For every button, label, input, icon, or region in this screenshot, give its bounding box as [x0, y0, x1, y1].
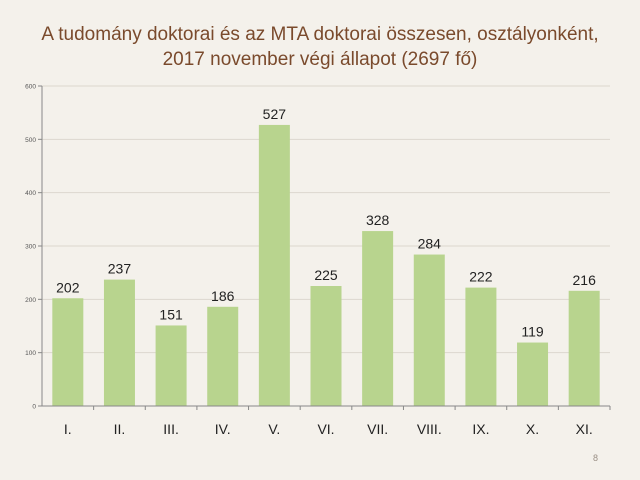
- x-tick-label: I.: [64, 421, 72, 437]
- data-label: 216: [573, 272, 597, 288]
- bar: [52, 298, 84, 406]
- data-label: 328: [366, 212, 390, 228]
- data-label: 527: [263, 106, 287, 122]
- bar: [103, 279, 135, 406]
- bar: [568, 290, 600, 406]
- x-tick-label: VII.: [367, 421, 388, 437]
- bars: [52, 124, 600, 406]
- data-label: 202: [56, 279, 80, 295]
- chart-title: A tudomány doktorai és az MTA doktorai ö…: [0, 22, 640, 72]
- x-tick-label: XI.: [576, 421, 593, 437]
- data-label: 225: [314, 267, 338, 283]
- page-number: 8: [593, 453, 599, 463]
- chart-title-line-2: 2017 november végi állapot (2697 fő): [162, 49, 478, 70]
- x-tick-label: IX.: [472, 421, 489, 437]
- axes: [38, 85, 611, 410]
- data-label: 237: [108, 261, 132, 277]
- x-tick-label: III.: [163, 421, 179, 437]
- x-tick-label: VI.: [317, 421, 334, 437]
- y-tick-label: 400: [25, 190, 36, 197]
- chart-title-line-1: A tudomány doktorai és az MTA doktorai ö…: [41, 24, 599, 45]
- labels: 0 100 200 300 400 500 600 202 I. 237 II. 151 III. 186…: [25, 84, 596, 438]
- bar: [413, 254, 445, 406]
- x-tick-label: V.: [268, 421, 280, 437]
- bar: [310, 286, 342, 406]
- y-tick-label: 500: [25, 137, 36, 144]
- x-tick-label: II.: [114, 421, 126, 437]
- x-tick-label: IV.: [215, 421, 231, 437]
- data-label: 119: [521, 324, 544, 340]
- bar: [465, 287, 497, 406]
- bar: [517, 342, 549, 406]
- y-tick-label: 100: [25, 350, 36, 357]
- data-label: 284: [418, 236, 442, 252]
- bar: [362, 231, 394, 406]
- data-label: 222: [469, 269, 493, 285]
- x-tick-label: X.: [526, 421, 539, 437]
- bar: [155, 325, 187, 406]
- data-label: 151: [159, 306, 183, 322]
- y-tick-label: 200: [25, 297, 36, 304]
- y-tick-label: 300: [25, 244, 36, 251]
- bar: [258, 124, 290, 406]
- data-label: 186: [211, 288, 235, 304]
- bar: [207, 306, 239, 406]
- y-tick-label: 0: [32, 404, 36, 411]
- x-tick-label: VIII.: [417, 421, 442, 437]
- y-tick-label: 600: [25, 84, 36, 91]
